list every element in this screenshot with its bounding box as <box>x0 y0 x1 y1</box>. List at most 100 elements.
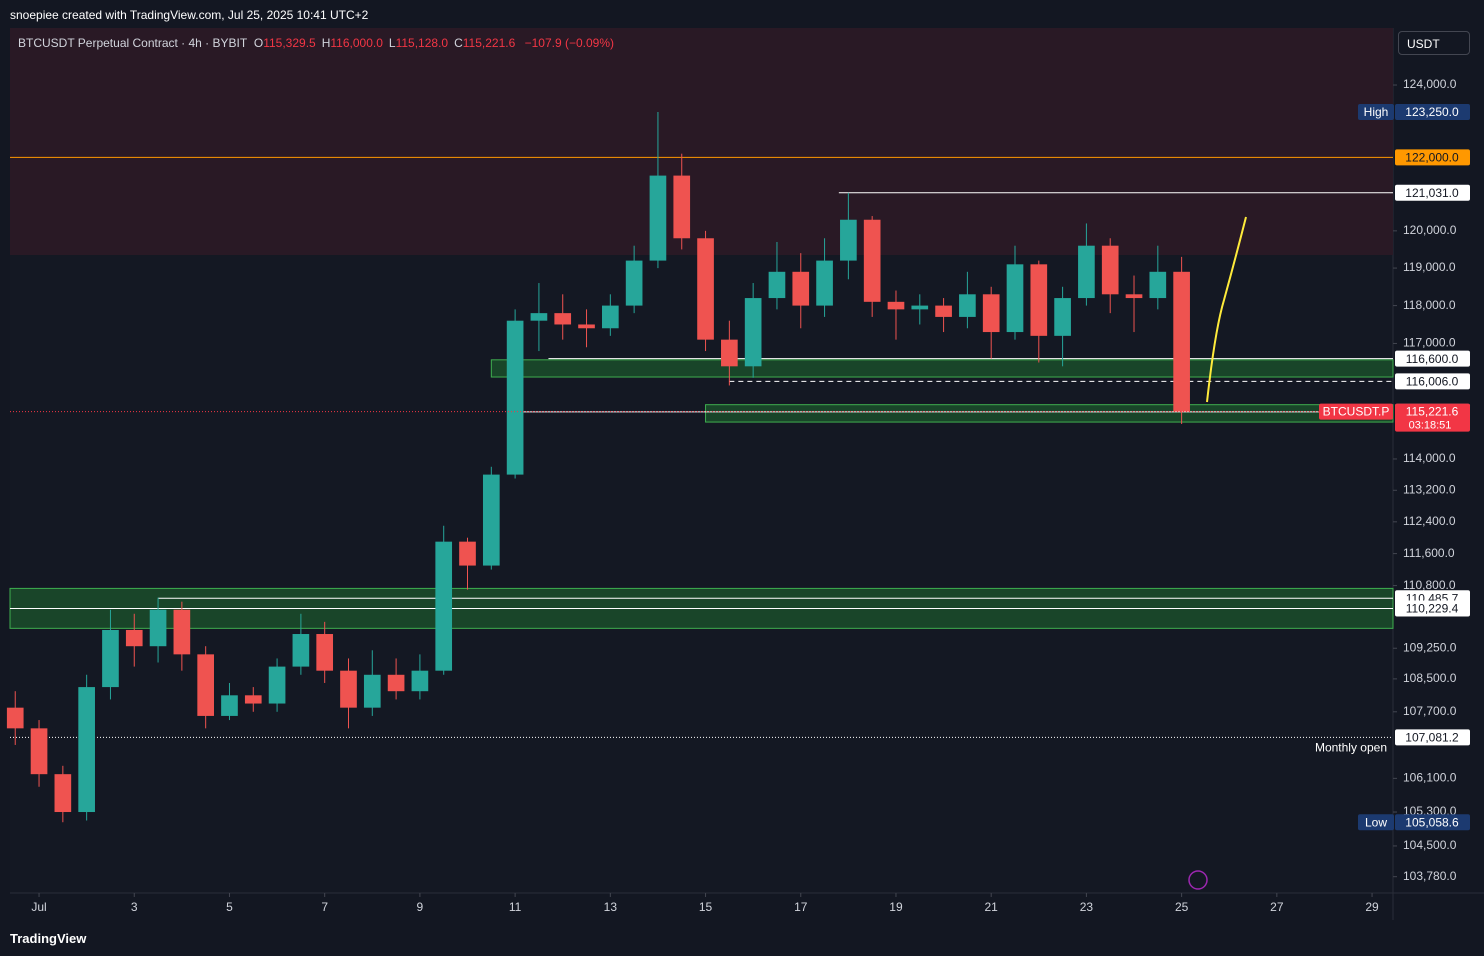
candle-body <box>387 674 405 692</box>
candle-body <box>197 654 214 716</box>
y-tick-label: 118,000.0 <box>1403 298 1456 312</box>
zone <box>10 28 1393 256</box>
candle-body <box>459 541 476 566</box>
x-tick-label: 25 <box>1175 900 1189 914</box>
candle-body <box>435 541 453 671</box>
y-tick-label: 110,800.0 <box>1403 578 1456 592</box>
x-tick-label: 29 <box>1365 900 1379 914</box>
candle-body <box>340 670 357 708</box>
x-tick-label: 5 <box>226 900 233 914</box>
y-tick-label: 104,500.0 <box>1403 838 1457 852</box>
extreme-prefix: Low <box>1365 815 1387 829</box>
candle-body <box>887 301 905 310</box>
candle-body <box>363 674 381 708</box>
candle-body <box>649 175 667 261</box>
symbol: BTCUSDT Perpetual Contract · 4h · BYBIT <box>18 36 248 50</box>
candle-body <box>102 629 119 688</box>
extreme-label-bg <box>1395 103 1470 120</box>
ohlc-value: 116,000.0 <box>330 36 383 50</box>
x-tick-label: Jul <box>31 900 46 914</box>
candle-body <box>697 238 714 340</box>
candle-body <box>1149 271 1167 299</box>
y-tick-label: 120,000.0 <box>1403 223 1457 237</box>
level-label-bg <box>1395 729 1470 746</box>
y-tick-label: 113,200.0 <box>1403 482 1456 496</box>
extreme-prefix-bg <box>1358 103 1394 120</box>
candle-body <box>54 774 72 813</box>
level-label-bg <box>1395 350 1470 367</box>
candle-body <box>935 305 952 317</box>
candle-body <box>602 305 619 329</box>
candle-body <box>816 260 833 306</box>
extreme-label: 123,250.0 <box>1405 105 1459 119</box>
candle-body <box>578 324 595 329</box>
candle-body <box>316 634 334 671</box>
y-tick-label: 108,500.0 <box>1403 671 1457 685</box>
level-label: 121,031.0 <box>1405 186 1459 200</box>
series-tag-bg <box>1319 403 1393 420</box>
candle-body <box>959 294 976 317</box>
candle-body <box>1101 245 1119 295</box>
candle-body <box>982 294 1000 333</box>
candle-body <box>244 695 262 704</box>
ohlc: O115,329.5 H116,000.0 L115,128.0 C115,221.6 <box>254 36 521 50</box>
countdown: 03:18:51 <box>1409 419 1452 431</box>
level-label-bg <box>1395 373 1470 390</box>
candle-body <box>1054 298 1071 336</box>
x-tick-label: 19 <box>889 900 903 914</box>
candle-body <box>1030 264 1048 336</box>
legend: BTCUSDT Perpetual Contract · 4h · BYBIT … <box>18 36 620 50</box>
ohlc-key: H <box>321 36 331 50</box>
y-tick-label: 107,700.0 <box>1403 704 1457 718</box>
candle-body <box>6 707 24 729</box>
y-tick-label: 119,000.0 <box>1403 260 1456 274</box>
y-tick-label: 103,780.0 <box>1403 869 1457 883</box>
zone <box>490 359 1394 378</box>
last-price: 115,221.6 <box>1406 405 1459 419</box>
level-label: 122,000.0 <box>1405 151 1459 165</box>
candle-body <box>792 271 810 306</box>
candle-body <box>221 695 238 716</box>
x-tick-label: 7 <box>321 900 328 914</box>
x-tick-label: 15 <box>699 900 713 914</box>
candle-body <box>744 298 762 367</box>
candle-body <box>411 670 429 692</box>
candle-body <box>482 474 500 566</box>
level-note: Monthly open <box>1315 741 1387 755</box>
candle-body <box>1173 271 1190 412</box>
drawing <box>1206 216 1247 403</box>
level-label: 116,600.0 <box>1406 352 1459 366</box>
candle-body <box>625 260 643 306</box>
candle-body <box>268 666 286 704</box>
candle-body <box>863 219 881 302</box>
extreme-prefix-bg <box>1358 814 1394 831</box>
x-tick-label: 17 <box>794 900 808 914</box>
ohlc-key: L <box>388 36 396 50</box>
event-icon <box>1188 870 1208 890</box>
y-tick-label: 111,600.0 <box>1403 546 1455 560</box>
ohlc-value: 115,221.6 <box>462 36 516 50</box>
y-tick-label: 112,400.0 <box>1403 514 1456 528</box>
x-tick-label: 3 <box>131 900 138 914</box>
y-tick-label: 117,000.0 <box>1403 336 1456 350</box>
credit: snoepiee created with TradingView.com, J… <box>10 8 369 22</box>
brand: TradingView <box>10 931 87 946</box>
candle-body <box>530 313 548 321</box>
candle-body <box>149 609 167 647</box>
candle-body <box>506 320 524 475</box>
extreme-prefix: High <box>1364 105 1389 119</box>
x-tick-label: 21 <box>985 900 999 914</box>
candle-body <box>721 339 738 367</box>
level-label: 110,229.4 <box>1406 602 1459 616</box>
candle-body <box>911 305 929 310</box>
candle-body <box>1078 245 1095 299</box>
candle-body <box>78 687 95 813</box>
level-label-bg <box>1395 600 1470 617</box>
x-tick-label: 27 <box>1270 900 1284 914</box>
currency-button[interactable]: USDT <box>1398 31 1470 55</box>
last-price-bg <box>1395 403 1470 432</box>
level-label: 116,006.0 <box>1406 375 1459 389</box>
candle-body <box>1125 294 1143 299</box>
candle-body <box>292 634 310 667</box>
